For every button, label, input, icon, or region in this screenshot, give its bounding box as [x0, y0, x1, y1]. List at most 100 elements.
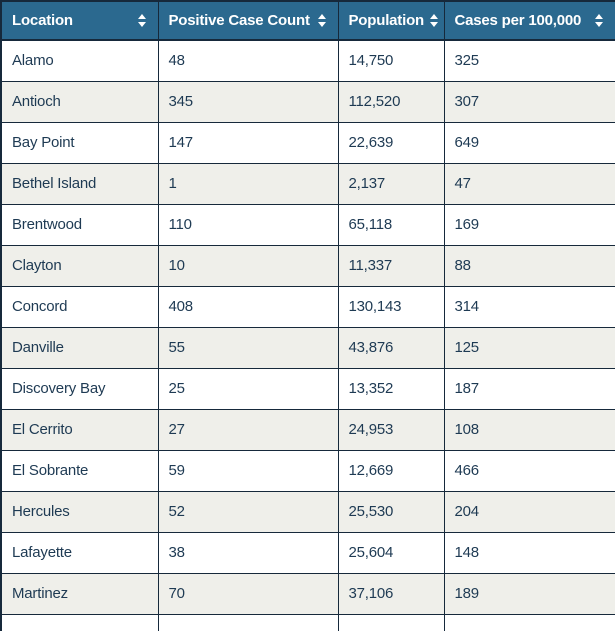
- population-cell: 24,953: [337, 408, 445, 451]
- table-row: Bay Point 147 22,639 649: [0, 121, 615, 164]
- location-cell: Discovery Bay: [0, 367, 159, 410]
- table-header: Location Positive Case Count: [0, 0, 615, 41]
- sort-up-arrow-icon: [595, 14, 603, 19]
- location-cell: Danville: [0, 326, 159, 369]
- table-row: Danville 55 43,876 125: [0, 326, 615, 369]
- cases-per-100000-cell: 325: [443, 39, 615, 82]
- table-row: Martinez 70 37,106 189: [0, 572, 615, 615]
- population-cell: 25,604: [337, 531, 445, 574]
- table-row: Clayton 10 11,337 88: [0, 244, 615, 287]
- table-row-partial: [0, 613, 615, 631]
- column-header-label: Location: [12, 12, 73, 29]
- population-cell: 14,750: [337, 39, 445, 82]
- location-cell: El Cerrito: [0, 408, 159, 451]
- column-header-location[interactable]: Location: [0, 0, 159, 41]
- positive-case-count-cell: 1: [157, 162, 339, 205]
- table-row: Lafayette 38 25,604 148: [0, 531, 615, 574]
- location-cell: El Sobrante: [0, 449, 159, 492]
- column-header-positive-case-count[interactable]: Positive Case Count: [157, 0, 339, 41]
- sort-down-arrow-icon: [317, 22, 326, 27]
- cases-per-100000-cell: 466: [443, 449, 615, 492]
- table-row: Bethel Island 1 2,137 47: [0, 162, 615, 205]
- cases-per-100000-cell: 169: [443, 203, 615, 246]
- location-cell: Bethel Island: [0, 162, 159, 205]
- table-row: Brentwood 110 65,118 169: [0, 203, 615, 246]
- location-cell: Bay Point: [0, 121, 159, 164]
- cases-per-100000-cell: 204: [443, 490, 615, 533]
- positive-case-count-cell: 38: [157, 531, 339, 574]
- column-header-label: Cases per 100,000: [454, 12, 582, 29]
- positive-case-count-cell: 55: [157, 326, 339, 369]
- cases-per-100000-cell: 148: [443, 531, 615, 574]
- positive-case-count-cell: 147: [157, 121, 339, 164]
- positive-case-count-cell: 25: [157, 367, 339, 410]
- positive-case-count-cell: 27: [157, 408, 339, 451]
- population-cell: 11,337: [337, 244, 445, 287]
- table-row: El Sobrante 59 12,669 466: [0, 449, 615, 492]
- table-header-row: Location Positive Case Count: [0, 0, 615, 41]
- cases-per-100000-cell: 307: [443, 80, 615, 123]
- location-cell: Concord: [0, 285, 159, 328]
- positive-case-count-cell: 59: [157, 449, 339, 492]
- population-cell: 12,669: [337, 449, 445, 492]
- sort-down-arrow-icon: [595, 22, 603, 27]
- table-row: Antioch 345 112,520 307: [0, 80, 615, 123]
- population-cell: 13,352: [337, 367, 445, 410]
- population-cell: 130,143: [337, 285, 445, 328]
- positive-case-count-cell: 52: [157, 490, 339, 533]
- positive-case-count-cell: 10: [157, 244, 339, 287]
- location-cell: Hercules: [0, 490, 159, 533]
- population-cell: 2,137: [337, 162, 445, 205]
- cases-per-100000-cell: 189: [443, 572, 615, 615]
- population-cell: 65,118: [337, 203, 445, 246]
- cases-per-100000-cell: 108: [443, 408, 615, 451]
- positive-case-count-cell: 345: [157, 80, 339, 123]
- column-header-label: Population: [348, 12, 425, 29]
- positive-case-count-cell: 48: [157, 39, 339, 82]
- sort-up-arrow-icon: [430, 14, 438, 19]
- sort-down-arrow-icon: [137, 22, 146, 27]
- location-cell: Lafayette: [0, 531, 159, 574]
- location-cell: Clayton: [0, 244, 159, 287]
- location-cell: Brentwood: [0, 203, 159, 246]
- empty-cell: [0, 613, 159, 631]
- population-cell: 112,520: [337, 80, 445, 123]
- column-header-label: Positive Case Count: [168, 12, 310, 29]
- population-cell: 43,876: [337, 326, 445, 369]
- cases-per-100000-cell: 88: [443, 244, 615, 287]
- table-row: El Cerrito 27 24,953 108: [0, 408, 615, 451]
- column-header-cases-per-100000[interactable]: Cases per 100,000: [443, 0, 615, 41]
- cases-per-100000-cell: 125: [443, 326, 615, 369]
- population-cell: 37,106: [337, 572, 445, 615]
- sort-down-arrow-icon: [430, 22, 438, 27]
- table-row: Discovery Bay 25 13,352 187: [0, 367, 615, 410]
- empty-cell: [443, 613, 615, 631]
- empty-cell: [157, 613, 339, 631]
- cases-per-100000-cell: 187: [443, 367, 615, 410]
- sort-toggle-icon[interactable]: [430, 14, 438, 27]
- table-row: Concord 408 130,143 314: [0, 285, 615, 328]
- population-cell: 25,530: [337, 490, 445, 533]
- positive-case-count-cell: 408: [157, 285, 339, 328]
- positive-case-count-cell: 70: [157, 572, 339, 615]
- cases-per-100000-cell: 314: [443, 285, 615, 328]
- sort-up-arrow-icon: [137, 14, 146, 19]
- sort-up-arrow-icon: [317, 14, 326, 19]
- column-header-population[interactable]: Population: [337, 0, 445, 41]
- cases-per-100000-cell: 47: [443, 162, 615, 205]
- location-cell: Antioch: [0, 80, 159, 123]
- population-cell: 22,639: [337, 121, 445, 164]
- cases-per-100000-cell: 649: [443, 121, 615, 164]
- table-row: Hercules 52 25,530 204: [0, 490, 615, 533]
- location-cell: Alamo: [0, 39, 159, 82]
- empty-cell: [337, 613, 445, 631]
- table-body: Alamo 48 14,750 325 Antioch 345 112,520 307 Bay …: [0, 39, 615, 631]
- sort-toggle-icon[interactable]: [137, 14, 146, 27]
- location-cell: Martinez: [0, 572, 159, 615]
- table-row: Alamo 48 14,750 325: [0, 39, 615, 82]
- positive-case-count-cell: 110: [157, 203, 339, 246]
- sort-toggle-icon[interactable]: [317, 14, 326, 27]
- sort-toggle-icon[interactable]: [595, 14, 603, 27]
